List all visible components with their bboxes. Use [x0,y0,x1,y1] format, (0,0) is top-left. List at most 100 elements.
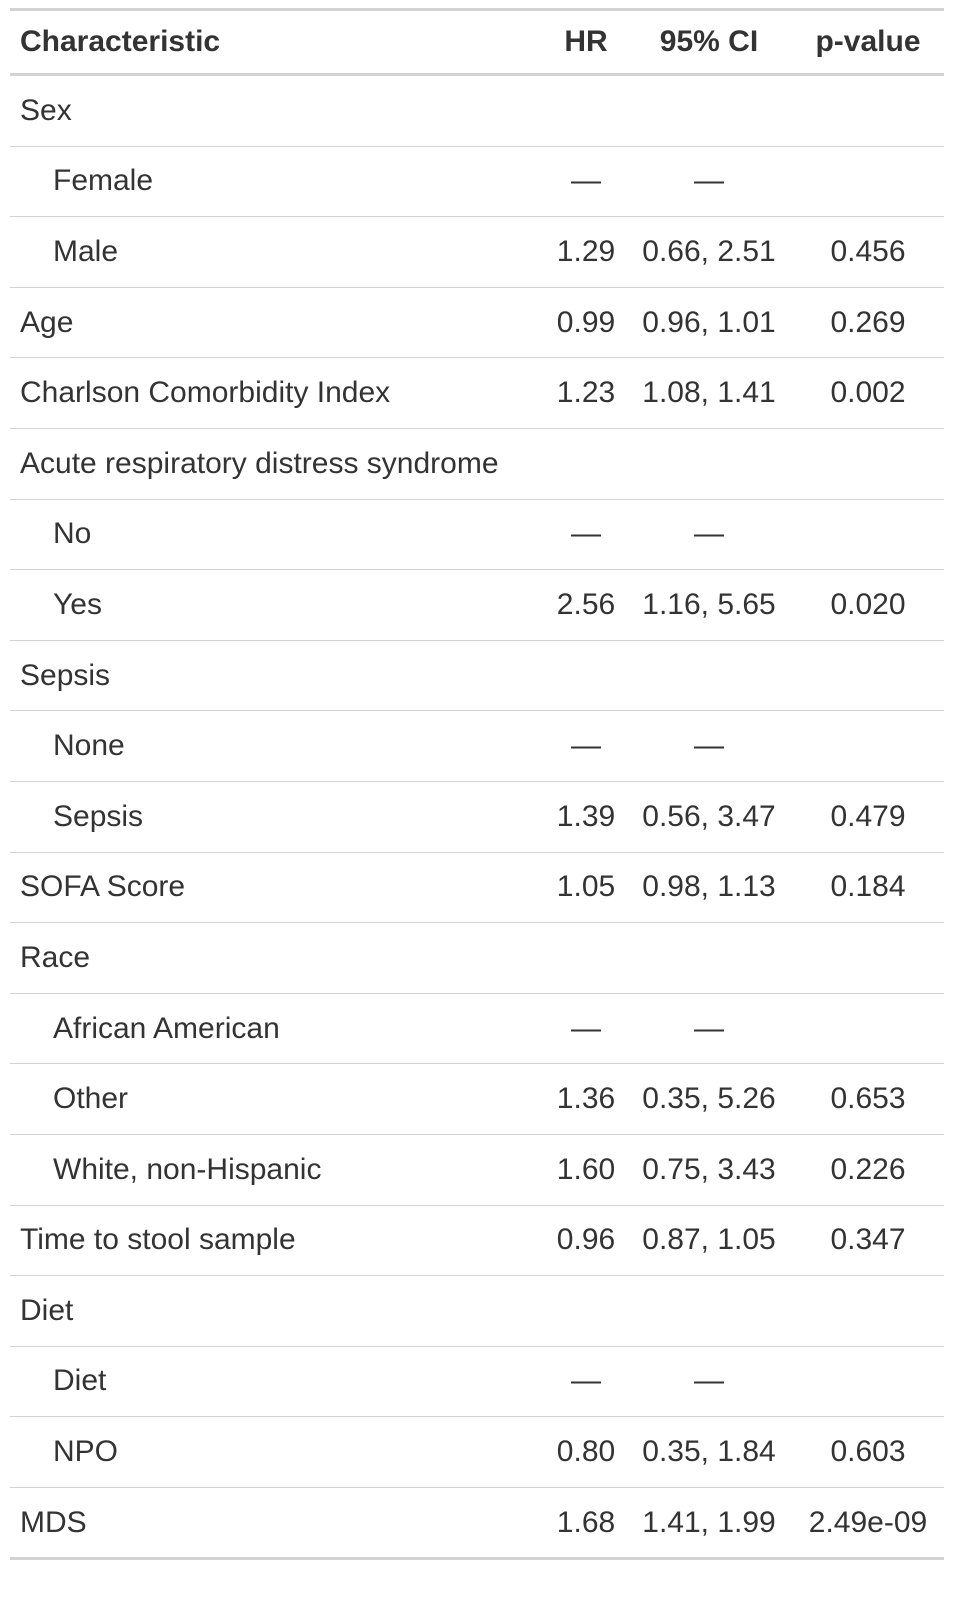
row-p-value [792,710,944,782]
table-row: NPO 0.80 0.35, 1.84 0.603 [10,1416,944,1488]
row-p-value: 2.49e-09 [808,1505,928,1539]
row-variable-label: SOFA Score [10,852,546,924]
table-row: Male 1.29 0.66, 2.51 0.456 [10,216,944,288]
table-row: African American — — [10,993,944,1065]
table-row: Time to stool sample 0.96 0.87, 1.05 0.347 [10,1205,944,1277]
table-row: None — — [10,710,944,782]
row-ci-value: 0.35, 5.26 [626,1063,792,1135]
table-body: Sex Female — — Male 1.29 0.66, 2.51 0.456 Age 0.9… [10,74,944,1559]
row-ci-value: 0.98, 1.13 [626,852,792,924]
table-row: No — — [10,499,944,571]
table-row: Other 1.36 0.35, 5.26 0.653 [10,1063,944,1135]
row-hr-value: 0.96 [546,1205,626,1277]
row-hr-value: 1.60 [546,1134,626,1206]
row-sublevel-label: Sepsis [10,781,546,853]
row-ci-value: 1.08, 1.41 [626,357,792,429]
row-p-value: 0.020 [792,569,944,641]
row-ci-value: 1.41, 1.99 [642,1505,776,1539]
table-row: Diet [10,1275,944,1347]
row-sublevel-label: None [10,710,546,782]
table-row: Sepsis [10,640,944,712]
row-ci-value: 0.75, 3.43 [626,1134,792,1206]
table-row: White, non-Hispanic 1.60 0.75, 3.43 0.226 [10,1134,944,1206]
row-ci-value [626,922,792,994]
row-sublevel-label: White, non-Hispanic [10,1134,546,1206]
row-ci-value [626,74,792,147]
row-ci-value: 1.16, 5.65 [626,569,792,641]
row-hr-value: 2.56 [546,569,626,641]
row-hr-value: 0.99 [546,287,626,359]
row-hr-value: 1.29 [546,216,626,288]
row-p-value: 0.269 [792,287,944,359]
row-ci-value: — [626,146,792,218]
row-sublevel-label: Male [10,216,546,288]
row-variable-label: Age [10,287,546,359]
row-hr-value [546,428,626,500]
row-p-value: 0.653 [792,1063,944,1135]
row-hr-value: 0.80 [546,1416,626,1488]
row-p-value [792,922,944,994]
row-hr-value: — [546,146,626,218]
row-sublevel-label: African American [10,993,546,1065]
row-variable-label: Diet [10,1275,546,1347]
row-hr-value [546,922,626,994]
row-p-value [792,428,944,500]
row-ci-value: 0.96, 1.01 [626,287,792,359]
table-row: Charlson Comorbidity Index 1.23 1.08, 1.41… [10,357,944,429]
row-p-value [792,499,944,571]
header-hr: HR [546,9,626,76]
row-sublevel-label: Yes [10,569,546,641]
row-p-value [792,1346,944,1418]
header-ci: 95% CI [626,9,792,76]
row-ci-value [626,1275,792,1347]
row-sublevel-label: No [10,499,546,571]
row-ci-value: — [626,1346,792,1418]
row-ci-value [626,640,792,712]
table-row: SOFA Score 1.05 0.98, 1.13 0.184 [10,852,944,924]
table-row: MDS 1.68 1.41, 1.99 2.49e-09 [10,1487,944,1559]
row-ci-value: — [626,499,792,571]
row-variable-label: Sepsis [10,640,546,712]
row-p-value [792,74,944,147]
row-hr-value: — [546,993,626,1065]
row-p-value: 0.226 [792,1134,944,1206]
row-p-value: 0.603 [792,1416,944,1488]
regression-table: Characteristic HR 95% CI p-value Sex Fema… [10,8,944,1561]
header-characteristic: Characteristic [10,9,546,76]
row-ci-value [626,428,792,500]
header-p-value: p-value [792,9,944,76]
table-row: Sex [10,74,944,147]
row-sublevel-label: Female [10,146,546,218]
row-sublevel-label: Other [10,1063,546,1135]
table-row: Yes 2.56 1.16, 5.65 0.020 [10,569,944,641]
header-row: Characteristic HR 95% CI p-value [10,9,944,76]
table-row: Sepsis 1.39 0.56, 3.47 0.479 [10,781,944,853]
row-variable-label: Charlson Comorbidity Index [10,357,546,429]
table-row: Race [10,922,944,994]
row-hr-value: 1.39 [546,781,626,853]
row-hr-value: — [546,710,626,782]
row-p-value: 0.479 [792,781,944,853]
row-p-value [792,1275,944,1347]
row-hr-value: — [546,499,626,571]
row-hr-value [546,1275,626,1347]
row-ci-value: — [626,710,792,782]
row-p-value [792,146,944,218]
row-p-value [792,640,944,712]
row-ci-value: 0.66, 2.51 [626,216,792,288]
row-ci-value: 0.35, 1.84 [626,1416,792,1488]
row-variable-label: Race [10,922,546,994]
row-variable-label: MDS [20,1505,87,1539]
row-hr-value: — [546,1346,626,1418]
row-hr-value [546,74,626,147]
table-header: Characteristic HR 95% CI p-value [10,9,944,76]
row-variable-label: Time to stool sample [10,1205,546,1277]
row-sublevel-label: NPO [10,1416,546,1488]
row-ci-value: — [626,993,792,1065]
row-variable-label: Acute respiratory distress syndrome [10,428,546,500]
row-p-value: 0.456 [792,216,944,288]
row-p-value: 0.002 [792,357,944,429]
row-variable-label: Sex [10,74,546,147]
row-p-value: 0.347 [792,1205,944,1277]
row-ci-value: 0.87, 1.05 [626,1205,792,1277]
